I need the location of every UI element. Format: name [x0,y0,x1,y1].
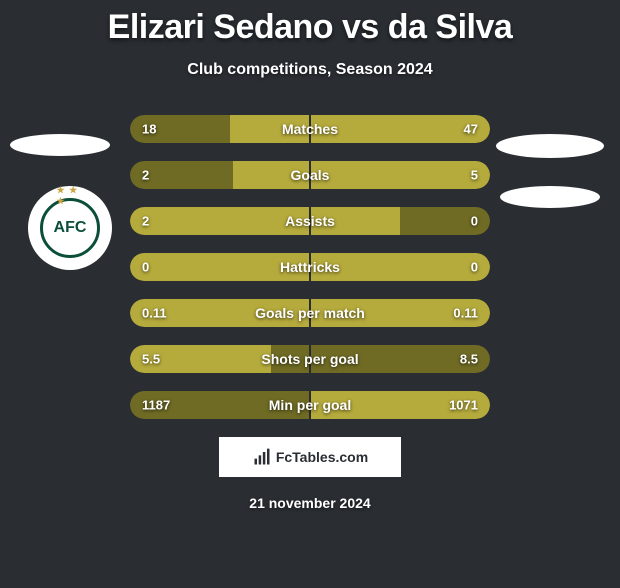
stat-value-left: 18 [142,122,156,137]
bar-left [130,207,400,235]
chart-icon [252,447,272,467]
bar-right [233,161,490,189]
stat-value-right: 0 [471,260,478,275]
player-photo-placeholder [496,134,604,158]
stat-value-left: 0.11 [142,306,167,321]
stat-value-right: 8.5 [460,352,478,367]
stat-label: Min per goal [269,397,351,413]
club-crest: ★ ★ ★ AFC [28,186,112,270]
bar-right [230,115,490,143]
player-photo-placeholder [10,134,110,156]
footer-logo-box: FcTables.com [219,437,401,477]
stat-label: Goals [291,167,330,183]
stat-value-left: 0 [142,260,149,275]
player-photo-placeholder [500,186,600,208]
stat-row: Matches 18 47 [130,115,490,143]
stat-label: Shots per goal [261,351,358,367]
stat-row: Assists 2 0 [130,207,490,235]
stat-row: Hattricks 0 0 [130,253,490,281]
stat-label: Matches [282,121,338,137]
stat-value-left: 1187 [142,398,170,413]
stat-label: Hattricks [280,259,340,275]
stat-value-left: 2 [142,168,149,183]
stat-row: Min per goal 1187 1071 [130,391,490,419]
footer-label: FcTables.com [276,449,368,465]
stat-value-right: 47 [464,122,478,137]
stat-row: Shots per goal 5.5 8.5 [130,345,490,373]
stat-value-right: 1071 [449,398,478,413]
crest-letters: AFC [54,219,87,237]
stat-label: Goals per match [255,305,365,321]
stat-value-right: 0 [471,214,478,229]
page-title: Elizari Sedano vs da Silva [0,8,620,47]
stat-row: Goals per match 0.11 0.11 [130,299,490,327]
footer-date: 21 november 2024 [0,495,620,511]
comparison-rows: Matches 18 47 Goals 2 5 Assists 2 0 Hattricks 0 0 Go… [130,115,490,419]
stat-label: Assists [285,213,335,229]
stat-value-left: 2 [142,214,149,229]
stat-value-right: 5 [471,168,478,183]
stat-value-left: 5.5 [142,352,160,367]
stat-value-right: 0.11 [453,306,478,321]
subtitle: Club competitions, Season 2024 [0,61,620,79]
crest-stars-icon: ★ ★ ★ [57,185,84,207]
stat-row: Goals 2 5 [130,161,490,189]
